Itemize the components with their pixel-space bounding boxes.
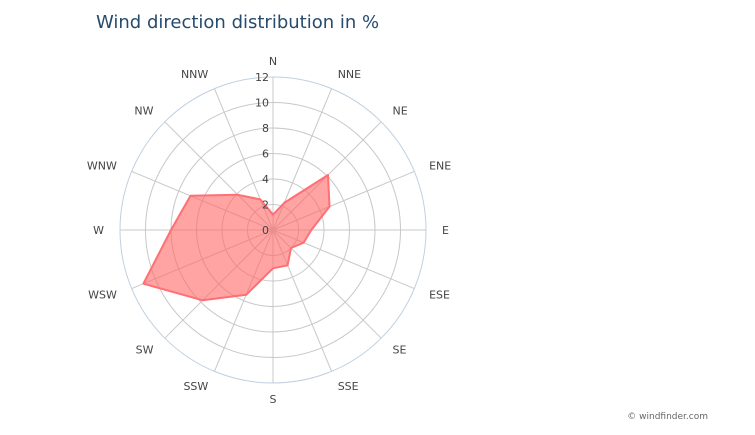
direction-label: S	[270, 393, 277, 406]
direction-label: SSW	[183, 380, 208, 393]
direction-label: ESE	[429, 289, 450, 302]
tick-label: 4	[262, 173, 269, 186]
direction-label: E	[442, 224, 449, 237]
data-point	[245, 294, 247, 296]
direction-label: NNE	[338, 68, 361, 81]
direction-label: NW	[134, 105, 153, 118]
credit-text: © windfinder.com	[627, 412, 708, 422]
direction-label: SSE	[338, 380, 359, 393]
tick-label: 10	[255, 97, 269, 110]
direction-label: SW	[136, 344, 154, 357]
series-layer	[142, 174, 331, 302]
direction-label: W	[93, 224, 104, 237]
data-point	[189, 195, 192, 197]
data-point	[283, 202, 286, 204]
data-point	[310, 229, 313, 231]
chart-title: Wind direction distribution in %	[96, 12, 380, 33]
tick-label: 12	[255, 71, 269, 84]
data-point	[272, 267, 274, 270]
direction-label: WSW	[88, 289, 117, 302]
tick-label: 0	[262, 224, 269, 237]
tick-label: 2	[262, 199, 269, 212]
data-point	[170, 229, 172, 231]
direction-label: ENE	[429, 159, 451, 172]
data-point	[272, 213, 274, 216]
data-point	[286, 264, 289, 267]
tick-label: 6	[262, 148, 269, 161]
direction-label: NNW	[181, 68, 208, 81]
direction-label: SE	[393, 344, 407, 357]
label-layer: 0 2 4 6 8 10 12N NNE NE ENE E ESE SE SSE S SSW SW WSW W WNW…	[87, 55, 451, 406]
data-point	[201, 299, 204, 302]
data-point	[328, 205, 331, 208]
data-point	[327, 174, 329, 176]
data-point	[237, 194, 239, 196]
direction-label: NE	[393, 105, 408, 118]
direction-label: WNW	[87, 159, 117, 172]
tick-label: 8	[262, 122, 269, 135]
data-point	[302, 241, 305, 244]
data-point	[259, 198, 262, 201]
data-point	[142, 282, 145, 285]
data-point	[290, 247, 292, 249]
direction-label: N	[269, 55, 277, 68]
